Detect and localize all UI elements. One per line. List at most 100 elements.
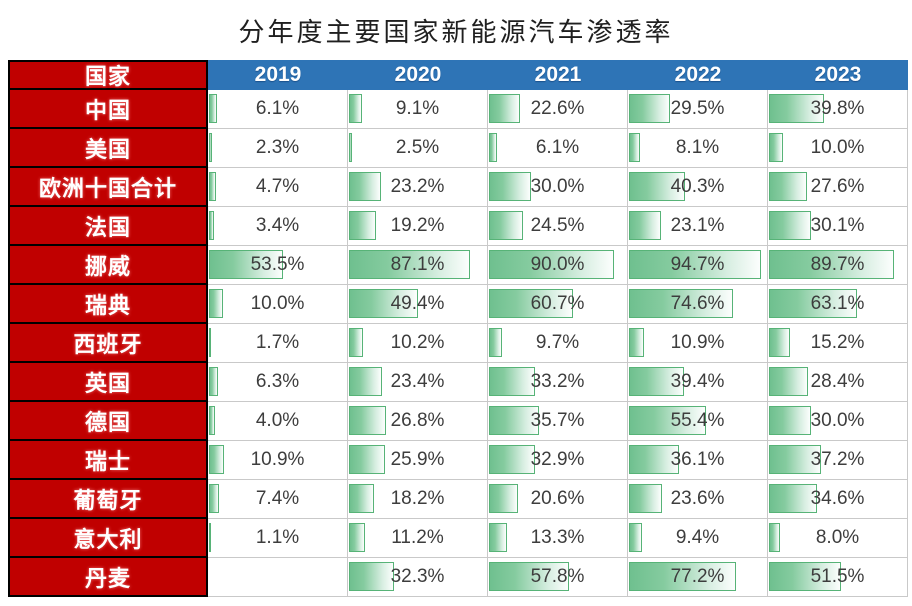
value-label: 6.3%	[255, 371, 300, 392]
country-label: 瑞士	[8, 441, 208, 480]
value-label: 30.0%	[530, 176, 585, 197]
data-bar	[629, 328, 645, 357]
data-bar	[489, 94, 521, 123]
value-cell: 2.5%	[348, 129, 488, 168]
data-bar	[489, 406, 539, 435]
value-label: 87.1%	[390, 254, 445, 275]
data-bar	[629, 445, 680, 474]
chart-title: 分年度主要国家新能源汽车渗透率	[238, 18, 674, 48]
country-label: 西班牙	[8, 324, 208, 363]
value-label: 10.0%	[250, 293, 305, 314]
country-label: 瑞典	[8, 285, 208, 324]
value-label: 25.9%	[390, 449, 445, 470]
value-label: 19.2%	[390, 215, 445, 236]
value-label: 89.7%	[810, 254, 865, 275]
data-bar	[769, 523, 781, 552]
value-cell: 1.7%	[208, 324, 348, 363]
value-cell: 9.7%	[488, 324, 628, 363]
data-bar	[349, 172, 382, 201]
value-cell: 29.5%	[628, 90, 768, 129]
data-bar	[349, 94, 362, 123]
data-bar	[489, 445, 535, 474]
data-bar	[629, 250, 761, 279]
data-bar	[349, 445, 385, 474]
data-bar	[769, 562, 841, 591]
value-label: 18.2%	[390, 488, 445, 509]
value-cell: 87.1%	[348, 246, 488, 285]
value-label: 39.4%	[670, 371, 725, 392]
value-label: 8.0%	[815, 527, 860, 548]
data-bar	[769, 133, 783, 162]
country-label: 中国	[8, 90, 208, 129]
value-cell: 34.6%	[768, 480, 908, 519]
country-label: 德国	[8, 402, 208, 441]
value-cell: 23.1%	[628, 207, 768, 246]
country-label: 美国	[8, 129, 208, 168]
value-cell: 15.2%	[768, 324, 908, 363]
value-cell: 33.2%	[488, 363, 628, 402]
table-row: 瑞典 10.0% 49.4% 60.7% 74.6% 63.1%	[8, 285, 908, 324]
data-bar	[209, 523, 211, 552]
value-label: 33.2%	[530, 371, 585, 392]
data-bar	[349, 562, 394, 591]
value-cell: 9.4%	[628, 519, 768, 558]
value-cell: 20.6%	[488, 480, 628, 519]
value-cell: 94.7%	[628, 246, 768, 285]
table-row: 中国 6.1% 9.1% 22.6% 29.5% 39.8%	[8, 90, 908, 129]
data-bar	[209, 250, 284, 279]
data-bar	[209, 367, 218, 396]
value-cell: 40.3%	[628, 168, 768, 207]
data-bar	[489, 328, 503, 357]
data-bar	[209, 172, 216, 201]
data-bar	[769, 172, 808, 201]
value-label: 30.1%	[810, 215, 865, 236]
value-label: 63.1%	[810, 293, 865, 314]
value-label: 10.0%	[810, 137, 865, 158]
value-cell: 3.4%	[208, 207, 348, 246]
value-cell: 9.1%	[348, 90, 488, 129]
country-label: 欧洲十国合计	[8, 168, 208, 207]
value-cell: 10.9%	[628, 324, 768, 363]
data-bar	[209, 289, 223, 318]
value-cell: 32.9%	[488, 441, 628, 480]
country-label: 丹麦	[8, 558, 208, 597]
value-label: 9.1%	[395, 98, 440, 119]
data-bar	[769, 94, 825, 123]
value-cell: 4.7%	[208, 168, 348, 207]
value-cell: 74.6%	[628, 285, 768, 324]
country-label: 挪威	[8, 246, 208, 285]
table-row: 挪威 53.5% 87.1% 90.0% 94.7% 89.7%	[8, 246, 908, 285]
data-bar	[769, 211, 811, 240]
value-label: 29.5%	[670, 98, 725, 119]
value-cell: 13.3%	[488, 519, 628, 558]
data-bar	[769, 445, 821, 474]
value-cell: 23.6%	[628, 480, 768, 519]
data-bar	[489, 211, 524, 240]
data-bar	[489, 523, 508, 552]
data-bar	[489, 367, 536, 396]
value-cell: 19.2%	[348, 207, 488, 246]
data-bar	[209, 484, 220, 513]
data-bar	[769, 406, 811, 435]
data-bar	[629, 484, 662, 513]
value-label: 49.4%	[390, 293, 445, 314]
value-cell: 77.2%	[628, 558, 768, 597]
year-header-2023: 2023	[768, 60, 908, 90]
value-label: 4.7%	[255, 176, 300, 197]
data-bar	[209, 211, 214, 240]
data-bar	[349, 406, 387, 435]
value-label: 2.3%	[255, 137, 300, 158]
value-label: 15.2%	[810, 332, 865, 353]
year-header-2022: 2022	[628, 60, 768, 90]
value-cell: 37.2%	[768, 441, 908, 480]
value-cell: 18.2%	[348, 480, 488, 519]
data-bar	[489, 172, 531, 201]
value-cell: 23.2%	[348, 168, 488, 207]
value-cell: 10.0%	[208, 285, 348, 324]
table-row: 欧洲十国合计 4.7% 23.2% 30.0% 40.3% 27.6%	[8, 168, 908, 207]
value-cell: 24.5%	[488, 207, 628, 246]
value-cell: 6.1%	[208, 90, 348, 129]
value-cell: 27.6%	[768, 168, 908, 207]
value-label: 2.5%	[395, 137, 440, 158]
table-row: 美国 2.3% 2.5% 6.1% 8.1% 10.0%	[8, 129, 908, 168]
